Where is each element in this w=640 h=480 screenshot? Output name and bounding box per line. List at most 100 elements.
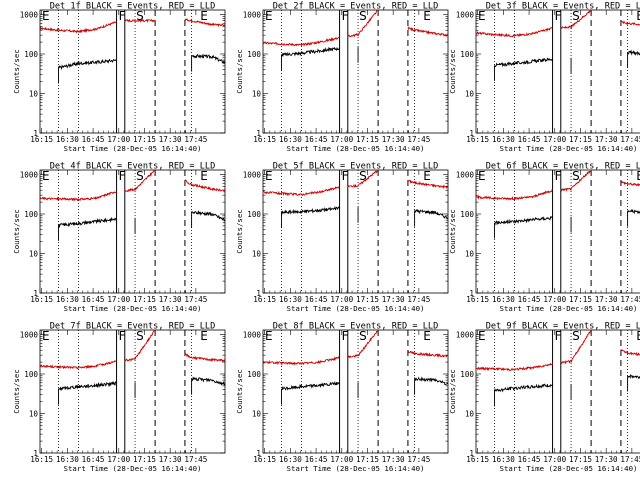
y-tick-label: 1	[256, 449, 261, 458]
marker-label-f: F	[342, 329, 349, 343]
plot-frame	[39, 9, 226, 134]
x-tick-label: 16:45	[82, 295, 105, 304]
panel-title: Det 7f BLACK = Events, RED = LLD	[50, 322, 216, 332]
marker-label-e: E	[478, 9, 486, 23]
plot-frame	[39, 329, 226, 454]
x-tick-label: 17:15	[133, 455, 156, 464]
events-series-line	[494, 57, 554, 68]
y-tick-label: 100	[24, 210, 38, 219]
x-tick-label: 17:45	[407, 135, 430, 144]
x-tick-label: 17:15	[569, 135, 592, 144]
events-series-line	[494, 215, 554, 226]
panel-title: Det 9f BLACK = Events, RED = LLD	[486, 322, 640, 332]
marker-label-f: F	[555, 169, 562, 183]
y-tick-label: 1000	[456, 170, 475, 179]
plot-frame	[39, 169, 226, 294]
marker-label-f: F	[119, 169, 126, 183]
x-tick-label: 16:15	[30, 295, 53, 304]
lld-series-line	[262, 356, 340, 366]
plot-frame	[262, 329, 449, 454]
panel-det-5: Det 5f BLACK = Events, RED = LLD 1 10 100 10…	[235, 162, 449, 313]
y-tick-label: 10	[465, 89, 475, 98]
lld-series-line	[560, 329, 592, 365]
lld-series-line	[407, 179, 449, 190]
marker-label-s: S	[136, 329, 144, 343]
y-tick-label: 100	[460, 370, 474, 379]
y-axis-label: Counts/sec	[448, 209, 457, 254]
x-tick-label: 16:15	[466, 295, 489, 304]
lld-series-line	[40, 21, 117, 34]
panel-det-9: Det 9f BLACK = Events, RED = LLD 1 10 100 10…	[448, 322, 640, 473]
lld-series-line	[39, 190, 118, 202]
panel-det-1: Det 1f BLACK = Events, RED = LLD 1 10 100 10…	[12, 2, 226, 153]
plot-frame	[475, 329, 640, 454]
events-series-line	[191, 53, 226, 65]
events-series-line	[281, 380, 341, 391]
x-tick-label: 17:15	[356, 135, 379, 144]
x-axis-label: Start Time (28-Dec-05 16:14:40)	[500, 144, 638, 153]
marker-label-e: E	[636, 9, 640, 23]
x-tick-label: 16:30	[492, 455, 515, 464]
y-tick-label: 100	[24, 50, 38, 59]
events-series-line	[58, 58, 117, 71]
y-axis-label: Counts/sec	[235, 49, 244, 94]
x-tick-label: 17:30	[595, 455, 618, 464]
y-tick-label: 1000	[20, 170, 39, 179]
lld-series-line	[124, 18, 156, 23]
y-tick-label: 10	[29, 89, 39, 98]
marker-label-f: F	[119, 9, 126, 23]
y-axis-label: Counts/sec	[12, 49, 21, 94]
panel-title: Det 2f BLACK = Events, RED = LLD	[273, 2, 439, 12]
x-axis-label: Start Time (28-Dec-05 16:14:40)	[287, 464, 425, 473]
x-tick-label: 17:00	[543, 455, 566, 464]
marker-label-e: E	[42, 329, 50, 343]
marker-label-s: S	[359, 9, 367, 23]
lld-series-line	[560, 9, 592, 30]
events-series-line	[281, 205, 341, 215]
marker-label-e: E	[423, 9, 431, 23]
y-axis-label: Counts/sec	[235, 209, 244, 254]
x-tick-label: 17:00	[107, 455, 130, 464]
x-tick-label: 16:30	[279, 455, 302, 464]
marker-label-f: F	[119, 329, 126, 343]
marker-label-s: S	[572, 329, 580, 343]
x-tick-label: 17:30	[595, 295, 618, 304]
events-series-line	[627, 373, 640, 380]
marker-label-s: S	[359, 329, 367, 343]
x-tick-label: 17:00	[330, 455, 353, 464]
panel-det-4: Det 4f BLACK = Events, RED = LLD 1 10 100 10…	[12, 162, 226, 313]
lld-series-line	[347, 9, 379, 38]
x-tick-label: 16:45	[305, 295, 328, 304]
events-series-line	[58, 380, 117, 392]
x-tick-label: 16:45	[82, 455, 105, 464]
lld-series-line	[620, 348, 640, 357]
marker-label-e: E	[200, 169, 208, 183]
events-series-line	[627, 208, 640, 215]
y-axis-label: Counts/sec	[12, 369, 21, 414]
lld-series-line	[124, 329, 156, 362]
x-tick-label: 17:45	[407, 295, 430, 304]
y-tick-label: 10	[29, 249, 39, 258]
x-tick-label: 17:15	[569, 295, 592, 304]
y-tick-label: 1000	[20, 330, 39, 339]
x-tick-label: 16:30	[279, 135, 302, 144]
lld-series-line	[262, 185, 340, 197]
marker-label-e: E	[265, 329, 273, 343]
y-tick-label: 1	[256, 289, 261, 298]
y-tick-label: 100	[24, 370, 38, 379]
panel-det-6: Det 6f BLACK = Events, RED = LLD 1 10 100 10…	[448, 162, 640, 313]
lld-series-line	[475, 188, 553, 201]
x-axis-label: Start Time (28-Dec-05 16:14:40)	[64, 464, 202, 473]
marker-label-s: S	[359, 169, 367, 183]
y-tick-label: 100	[247, 370, 261, 379]
x-axis-label: Start Time (28-Dec-05 16:14:40)	[287, 144, 425, 153]
x-tick-label: 16:15	[466, 455, 489, 464]
x-tick-label: 17:00	[543, 295, 566, 304]
marker-label-e: E	[423, 329, 431, 343]
x-tick-label: 17:30	[595, 135, 618, 144]
y-tick-label: 100	[247, 210, 261, 219]
marker-label-e: E	[265, 9, 273, 23]
marker-label-e: E	[42, 9, 50, 23]
marker-label-e: E	[636, 169, 640, 183]
